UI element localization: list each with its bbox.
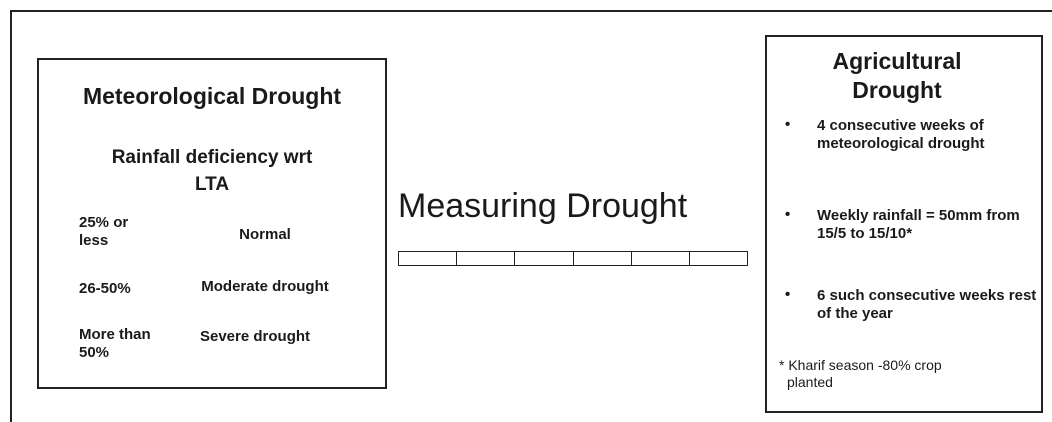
frame-line <box>10 10 12 422</box>
range: 25% or less <box>79 214 129 249</box>
bar-segment <box>632 252 690 265</box>
category: Severe drought <box>199 328 311 345</box>
frame-line <box>10 10 1052 12</box>
box-title: Agricultural Drought <box>832 48 962 103</box>
bar-segment <box>574 252 632 265</box>
box-title: Meteorological Drought <box>82 83 342 109</box>
category: Normal <box>239 226 291 243</box>
bullet-text: 6 such consecutive weeks rest of the yea… <box>817 287 1037 322</box>
footnote: * Kharif season -80% crop planted <box>779 357 942 390</box>
bullet-dot: • <box>785 286 791 303</box>
bullet-text: Weekly rainfall = 50mm from 15/5 to 15/1… <box>817 207 1020 242</box>
segmented-bar <box>398 251 748 266</box>
range: More than 50% <box>79 326 151 361</box>
bar-segment <box>457 252 516 265</box>
center-title: Measuring Drought <box>398 187 688 225</box>
bullet-dot: • <box>785 116 791 133</box>
category: Moderate drought <box>201 278 329 295</box>
range: 26-50% <box>79 280 131 297</box>
meteorological-box: Meteorological Drought Rainfall deficien… <box>37 58 387 389</box>
bullet-dot: • <box>785 206 791 223</box>
box-subtitle: Rainfall deficiency wrt LTA <box>111 147 313 195</box>
bar-segment <box>399 252 458 265</box>
bar-segment <box>515 252 574 265</box>
bar-segment <box>690 252 747 265</box>
agricultural-box: Agricultural Drought • 4 consecutive week… <box>765 35 1043 413</box>
bullet-text: 4 consecutive weeks of meteorological dr… <box>817 117 985 152</box>
